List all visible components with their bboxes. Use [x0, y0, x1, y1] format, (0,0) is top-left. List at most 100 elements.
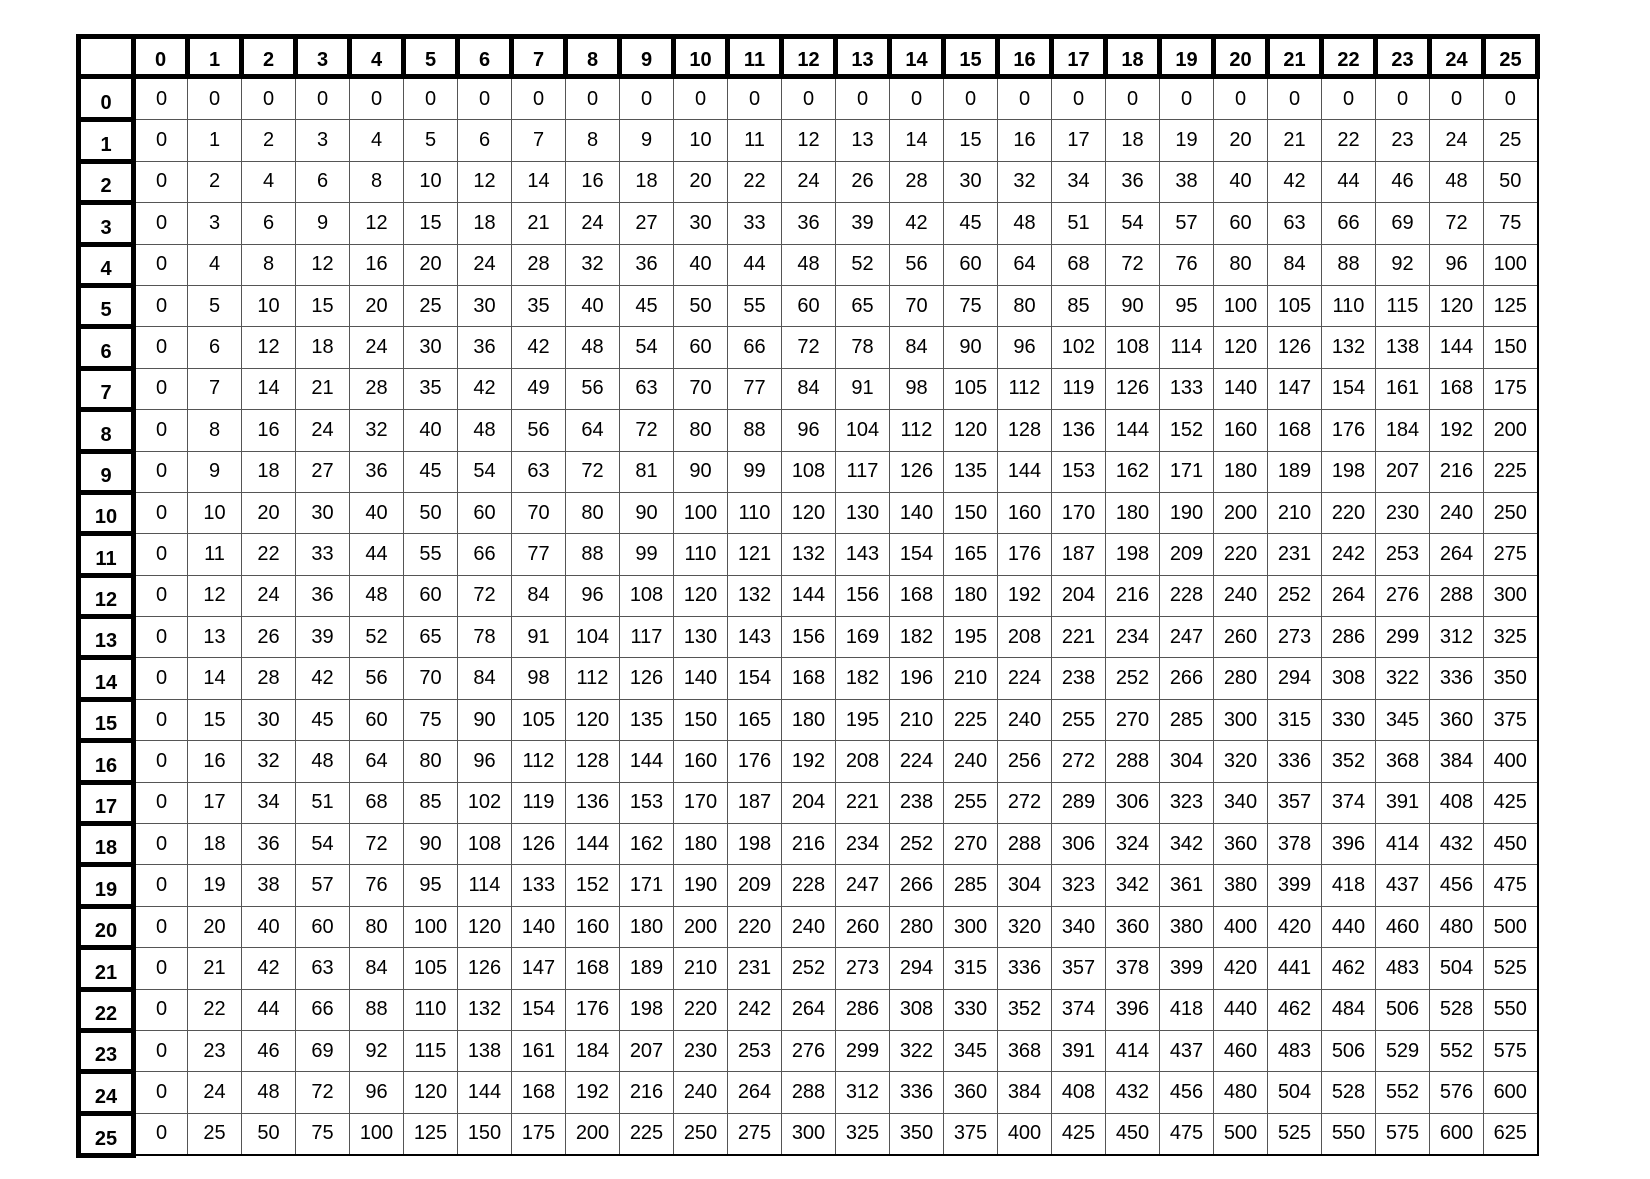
product-cell: 126	[511, 823, 566, 866]
product-cell: 35	[511, 284, 566, 328]
product-cell: 65	[835, 284, 890, 328]
product-cell: 200	[1213, 491, 1268, 535]
product-cell: 247	[1159, 616, 1214, 659]
product-cell: 24	[781, 160, 836, 204]
product-cell: 72	[1105, 243, 1160, 286]
product-cell: 240	[943, 740, 998, 783]
product-cell: 150	[457, 1112, 512, 1156]
product-cell: 144	[1105, 409, 1160, 452]
product-cell: 27	[295, 450, 350, 493]
product-cell: 0	[889, 75, 944, 121]
product-cell: 230	[673, 1029, 728, 1073]
product-cell: 48	[349, 574, 404, 618]
product-cell: 156	[835, 574, 890, 618]
product-cell: 36	[781, 202, 836, 245]
product-cell: 15	[187, 698, 242, 742]
product-cell: 238	[1051, 657, 1106, 700]
product-cell: 55	[403, 533, 458, 576]
product-cell: 161	[1375, 367, 1430, 411]
product-cell: 345	[1375, 698, 1430, 742]
table-row: 7 0 7 14 21 28 35 42 49 56 63 70 77 84 91 98 105 112 119 12…	[76, 365, 1538, 413]
product-cell: 340	[1051, 905, 1106, 949]
product-cell: 255	[1051, 698, 1106, 742]
product-cell: 330	[943, 988, 998, 1031]
product-cell: 234	[835, 823, 890, 866]
product-cell: 306	[1105, 781, 1160, 825]
product-cell: 247	[835, 864, 890, 907]
product-cell: 460	[1375, 905, 1430, 949]
product-cell: 108	[1105, 326, 1160, 369]
product-cell: 5	[187, 284, 242, 328]
product-cell: 300	[943, 905, 998, 949]
product-cell: 180	[1213, 450, 1268, 493]
product-cell: 437	[1375, 864, 1430, 907]
product-cell: 45	[619, 284, 674, 328]
product-cell: 378	[1267, 823, 1322, 866]
product-cell: 368	[1375, 740, 1430, 783]
column-header: 18	[1103, 34, 1162, 79]
product-cell: 88	[1321, 243, 1376, 286]
product-cell: 432	[1429, 823, 1484, 866]
product-cell: 400	[1213, 905, 1268, 949]
product-cell: 100	[673, 491, 728, 535]
product-cell: 36	[349, 450, 404, 493]
product-cell: 28	[511, 243, 566, 286]
product-cell: 360	[1105, 905, 1160, 949]
product-cell: 80	[403, 740, 458, 783]
product-cell: 378	[1105, 947, 1160, 990]
product-cell: 350	[1483, 657, 1538, 700]
product-cell: 480	[1213, 1071, 1268, 1114]
product-cell: 288	[1429, 574, 1484, 618]
product-cell: 525	[1483, 947, 1538, 990]
product-cell: 220	[727, 905, 782, 949]
product-cell: 90	[673, 450, 728, 493]
product-cell: 250	[673, 1112, 728, 1156]
product-cell: 35	[403, 367, 458, 411]
product-cell: 125	[1483, 284, 1538, 328]
row-header: 21	[76, 945, 136, 992]
product-cell: 28	[889, 160, 944, 204]
product-cell: 126	[1105, 367, 1160, 411]
product-cell: 20	[403, 243, 458, 286]
product-cell: 25	[1483, 119, 1538, 162]
product-cell: 0	[133, 1071, 188, 1114]
product-cell: 120	[1213, 326, 1268, 369]
product-cell: 323	[1051, 864, 1106, 907]
row-header: 11	[76, 531, 136, 578]
product-cell: 12	[781, 119, 836, 162]
product-cell: 20	[1213, 119, 1268, 162]
product-cell: 99	[727, 450, 782, 493]
product-cell: 90	[457, 698, 512, 742]
product-cell: 176	[727, 740, 782, 783]
row-header: 25	[76, 1110, 136, 1158]
product-cell: 91	[835, 367, 890, 411]
product-cell: 9	[187, 450, 242, 493]
row-header: 8	[76, 407, 136, 454]
product-cell: 0	[835, 75, 890, 121]
product-cell: 330	[1321, 698, 1376, 742]
product-cell: 288	[781, 1071, 836, 1114]
product-cell: 200	[565, 1112, 620, 1156]
column-header: 5	[401, 34, 460, 79]
product-cell: 54	[457, 450, 512, 493]
product-cell: 0	[133, 367, 188, 411]
product-cell: 308	[1321, 657, 1376, 700]
column-header: 22	[1319, 34, 1378, 79]
product-cell: 147	[1267, 367, 1322, 411]
column-header: 13	[833, 34, 892, 79]
column-header: 0	[131, 34, 190, 79]
product-cell: 40	[1213, 160, 1268, 204]
product-cell: 340	[1213, 781, 1268, 825]
product-cell: 70	[889, 284, 944, 328]
product-cell: 225	[619, 1112, 674, 1156]
product-cell: 0	[133, 284, 188, 328]
product-cell: 280	[1213, 657, 1268, 700]
table-row: 17 0 17 34 51 68 85 102 119 136 153 170 187 204 221 238…	[76, 779, 1538, 827]
product-cell: 210	[889, 698, 944, 742]
product-cell: 280	[889, 905, 944, 949]
product-cell: 120	[943, 409, 998, 452]
product-cell: 72	[781, 326, 836, 369]
row-header: 23	[76, 1027, 136, 1075]
product-cell: 0	[511, 75, 566, 121]
